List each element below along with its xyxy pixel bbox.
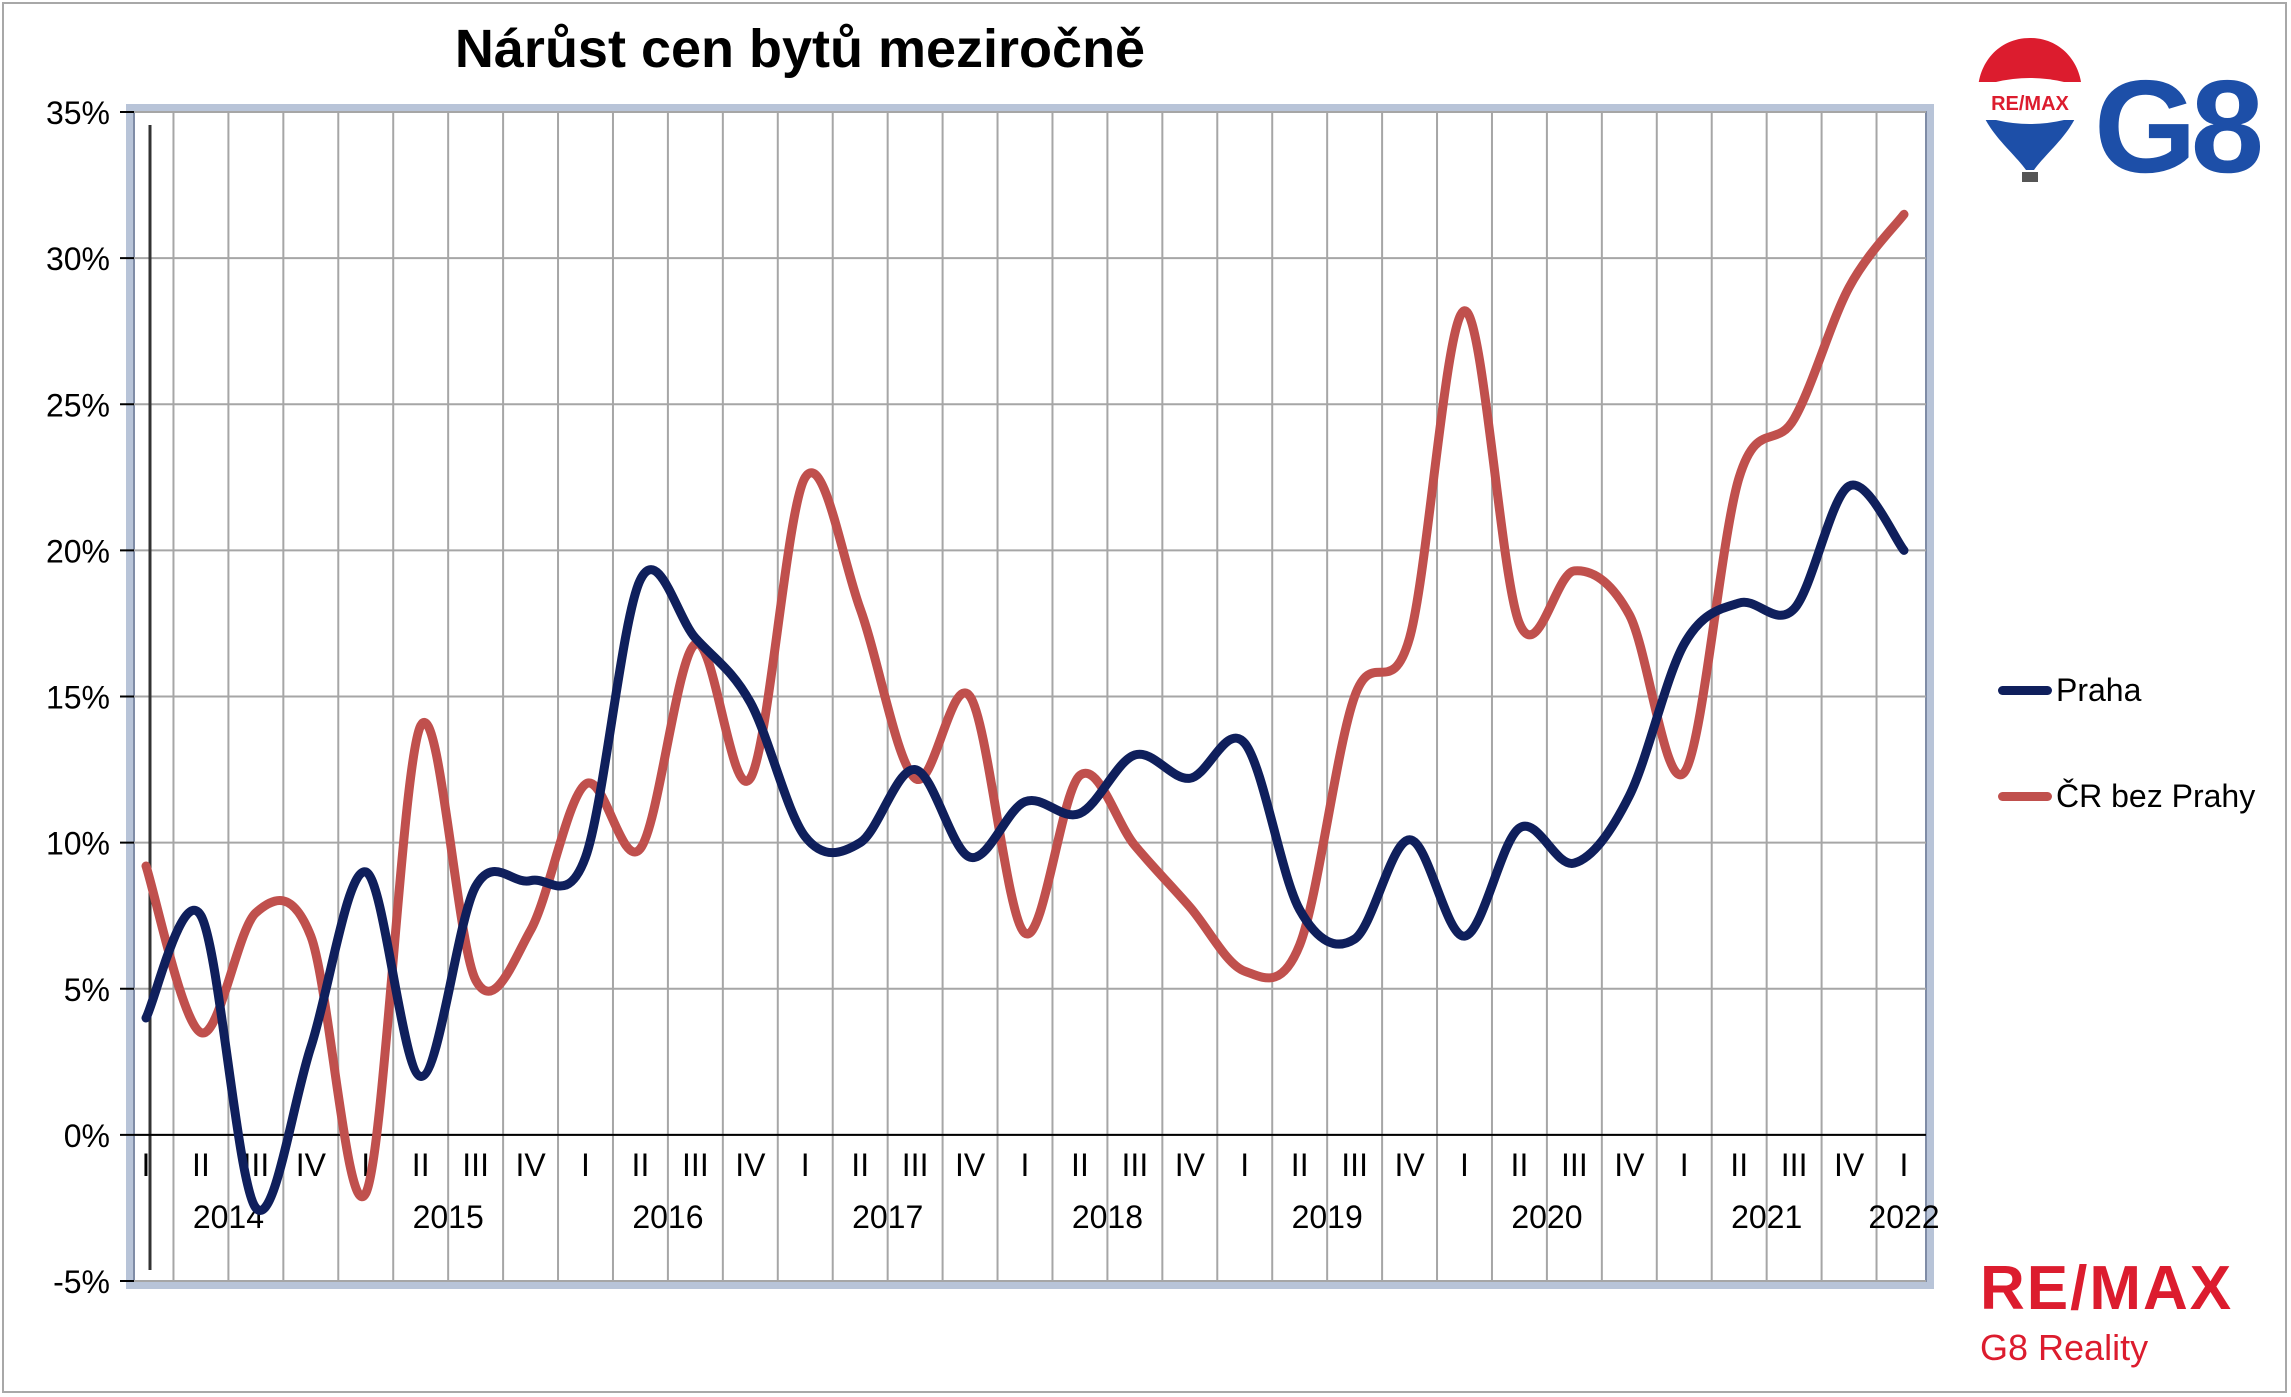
x-quarter-label: II	[632, 1147, 650, 1183]
x-quarter-label: III	[462, 1147, 489, 1183]
series-line-cr-bez-prahy	[141, 209, 1909, 1202]
x-year-label: 2020	[1511, 1199, 1582, 1235]
chart-title: Nárůst cen bytů meziročně	[454, 19, 1146, 79]
y-tick-label: 0%	[64, 1118, 110, 1154]
x-year-label: 2017	[852, 1199, 923, 1235]
y-tick-label: 35%	[46, 95, 110, 131]
x-quarter-label: I	[581, 1147, 590, 1183]
y-tick-label: 15%	[46, 680, 110, 716]
x-year-label: 2018	[1072, 1199, 1143, 1235]
x-year-label: 2021	[1731, 1199, 1802, 1235]
x-quarter-label: II	[1291, 1147, 1309, 1183]
legend-label-praha: Praha	[2056, 671, 2142, 708]
x-quarter-label: II	[1511, 1147, 1529, 1183]
x-quarter-label: I	[361, 1147, 370, 1183]
x-quarter-label: I	[801, 1147, 810, 1183]
x-quarter-label: III	[1781, 1147, 1808, 1183]
remax-wordmark: RE/MAX	[1980, 1254, 2234, 1323]
remax-subtitle: G8 Reality	[1980, 1327, 2149, 1368]
x-quarter-label: IV	[1834, 1147, 1865, 1183]
balloon-icon: RE/MAX	[1978, 38, 2082, 182]
x-quarter-label: III	[1341, 1147, 1368, 1183]
x-year-label: 2016	[632, 1199, 703, 1235]
x-quarter-label: II	[1071, 1147, 1089, 1183]
x-quarter-label: II	[851, 1147, 869, 1183]
g8-logo-text: G8	[2094, 53, 2261, 190]
x-quarter-label: III	[1561, 1147, 1588, 1183]
y-tick-label: 25%	[46, 387, 110, 423]
legend-swatch-praha	[1998, 685, 2052, 695]
x-quarter-label: IV	[1394, 1147, 1425, 1183]
x-quarter-label: IV	[1175, 1147, 1206, 1183]
y-tick-label: 20%	[46, 533, 110, 569]
x-quarter-label: IV	[735, 1147, 766, 1183]
x-quarter-label: IV	[296, 1147, 327, 1183]
x-quarter-label: I	[1021, 1147, 1030, 1183]
x-year-label: 2019	[1292, 1199, 1363, 1235]
x-year-label: 2015	[413, 1199, 484, 1235]
remax-g8-logo: RE/MAX G8	[1978, 38, 2267, 190]
x-quarter-label: IV	[515, 1147, 546, 1183]
x-quarter-label: III	[682, 1147, 709, 1183]
legend-item-praha: Praha	[1998, 670, 2141, 710]
y-tick-label: 30%	[46, 241, 110, 277]
x-quarter-label: I	[1680, 1147, 1689, 1183]
x-quarter-label: I	[1460, 1147, 1469, 1183]
legend: Praha	[1998, 670, 2141, 710]
x-quarter-label: III	[902, 1147, 929, 1183]
y-tick-label: 5%	[64, 972, 110, 1008]
x-quarter-label: IV	[1614, 1147, 1645, 1183]
series-line-praha	[141, 480, 1909, 1215]
legend-label-cr-bez-prahy: ČR bez Prahy	[2056, 777, 2256, 814]
x-quarter-label: I	[1240, 1147, 1249, 1183]
x-quarter-label: II	[1730, 1147, 1748, 1183]
x-quarter-label: II	[192, 1147, 210, 1183]
legend-2: ČR bez Prahy	[1998, 776, 2255, 816]
y-tick-label: -5%	[53, 1264, 110, 1300]
x-quarter-label: I	[1900, 1147, 1909, 1183]
remax-brand: RE/MAX G8 Reality	[1980, 1258, 2233, 1370]
x-quarter-label: II	[412, 1147, 430, 1183]
legend-item-cr-bez-prahy: ČR bez Prahy	[1998, 776, 2255, 816]
legend-swatch-cr-bez-prahy	[1998, 791, 2052, 801]
x-quarter-label: I	[142, 1147, 151, 1183]
x-year-label: 2022	[1868, 1199, 1939, 1235]
balloon-text: RE/MAX	[1991, 93, 2069, 115]
x-quarter-label: III	[1122, 1147, 1149, 1183]
y-tick-label: 10%	[46, 826, 110, 862]
x-quarter-label: IV	[955, 1147, 986, 1183]
